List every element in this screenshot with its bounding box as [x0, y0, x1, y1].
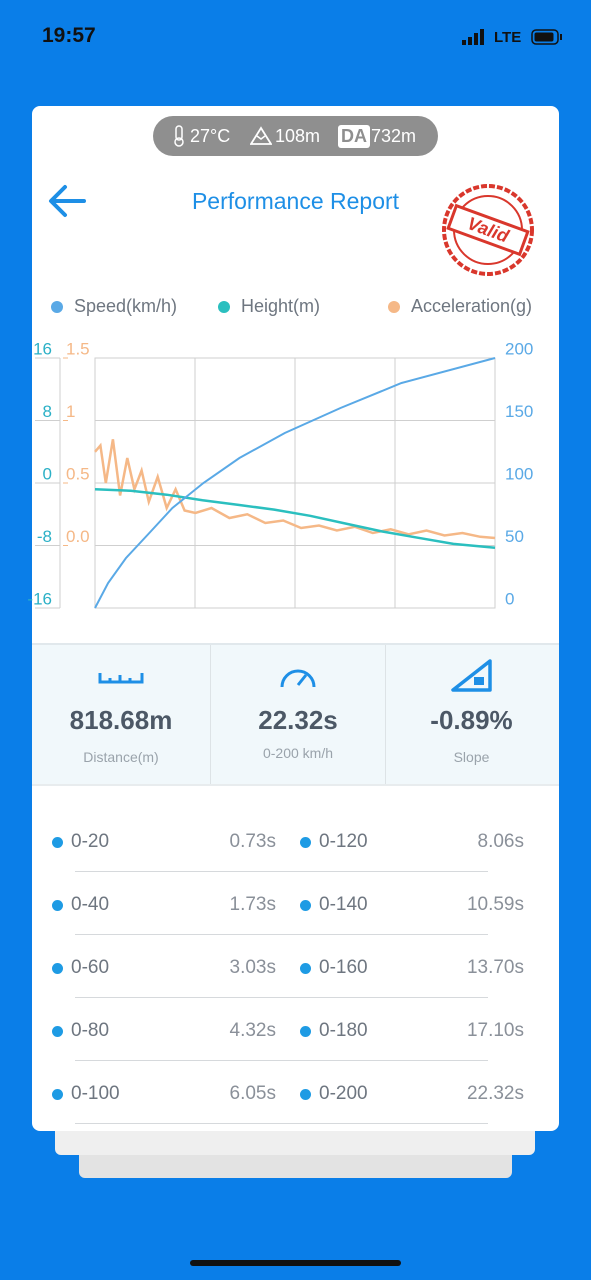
legend-label: Acceleration(g) — [411, 296, 532, 316]
y3-tick-label: 0.0 — [66, 527, 90, 546]
split-row: 0-100 6.05s 0-200 22.32s — [32, 1063, 559, 1126]
stats-panel: 818.68m Distance(m) 22.32s 0-200 km/h -0.8… — [32, 643, 559, 786]
card: 27°C 108m DA 732m Performance Report Val… — [32, 106, 559, 1131]
series-line — [94, 488, 496, 550]
split-time: 4.32s — [229, 1020, 276, 1041]
y3-tick-label: 1.5 — [66, 339, 90, 358]
page-title: Performance Report — [191, 188, 400, 214]
split-dot — [300, 1089, 311, 1100]
split-time: 17.10s — [466, 1020, 524, 1041]
split-time: 1.73s — [229, 894, 276, 915]
split-dot — [300, 963, 311, 974]
split-dot — [300, 1026, 311, 1037]
thermometer-icon — [174, 125, 184, 147]
split-dot — [52, 1026, 63, 1037]
split-time: 0.73s — [229, 831, 276, 852]
y2-tick-label: 16 — [33, 339, 52, 358]
legend-label: Speed(km/h) — [74, 296, 177, 316]
y2-tick-label: -8 — [37, 527, 52, 546]
stat-value: 818.68m — [69, 705, 173, 735]
temperature: 27°C — [190, 126, 231, 146]
legend-label: Height(m) — [241, 296, 320, 316]
gauge-icon — [280, 669, 316, 688]
y-tick-label: 50 — [505, 527, 524, 546]
ruler-icon — [98, 673, 144, 684]
split-range: 0-160 — [319, 957, 368, 978]
split-row: 0-20 0.73s 0-120 8.06s — [32, 811, 559, 874]
y2-tick-label: 8 — [43, 402, 52, 421]
series-line — [94, 439, 496, 540]
split-range: 0-60 — [71, 957, 110, 978]
chart: Speed(km/h) Height(m) Acceleration(g)05010… — [27, 296, 533, 609]
split-dot — [300, 900, 311, 911]
y-tick-label: 200 — [505, 339, 533, 358]
density-altitude: 732m — [371, 126, 417, 146]
stat-slope: -0.89% Slope — [384, 645, 559, 784]
stat-value: 22.32s — [258, 705, 338, 735]
splits-table: 0-20 0.73s 0-120 8.06s 0-40 1.73s 0-140 10.59s 0… — [32, 811, 559, 1131]
legend-dot — [218, 301, 230, 313]
series-line — [94, 357, 496, 609]
split-range: 0-80 — [71, 1020, 110, 1041]
separator — [32, 784, 559, 786]
split-time: 10.59s — [466, 894, 524, 915]
y2-tick-label: -16 — [27, 589, 52, 608]
conditions-pill: 27°C 108m DA 732m — [153, 116, 438, 156]
y-tick-label: 150 — [505, 402, 533, 421]
split-dot — [52, 963, 63, 974]
split-dot — [52, 1089, 63, 1100]
da-badge: DA — [338, 125, 370, 148]
home-indicator — [190, 1260, 401, 1266]
y-tick-label: 100 — [505, 464, 533, 483]
split-time: 22.32s — [466, 1083, 524, 1104]
split-divider — [75, 871, 488, 872]
split-divider — [75, 1060, 488, 1061]
split-range: 0-100 — [71, 1083, 120, 1104]
split-range: 0-140 — [319, 894, 368, 915]
split-range: 0-120 — [319, 831, 368, 852]
stat-label: Slope — [453, 749, 490, 765]
slope-icon — [451, 659, 492, 692]
split-dot — [52, 837, 63, 848]
split-row: 0-60 3.03s 0-160 13.70s — [32, 937, 559, 1000]
stat-label: 0-200 km/h — [262, 745, 334, 761]
mountain-icon — [250, 126, 272, 145]
altitude: 108m — [275, 126, 321, 146]
y3-tick-label: 1 — [66, 402, 75, 421]
split-dot — [52, 900, 63, 911]
split-range: 0-40 — [71, 894, 110, 915]
y3-tick-label: 0.5 — [66, 464, 90, 483]
split-row: 0-40 1.73s 0-140 10.59s — [32, 874, 559, 937]
legend-dot — [388, 301, 400, 313]
back-button[interactable] — [48, 184, 88, 218]
split-time: 6.05s — [229, 1083, 276, 1104]
split-range: 0-180 — [319, 1020, 368, 1041]
legend-dot — [51, 301, 63, 313]
valid-stamp: Valid — [442, 184, 534, 276]
split-time: 8.06s — [477, 831, 524, 852]
network: LTE — [494, 29, 521, 46]
split-range: 0-20 — [71, 831, 110, 852]
status-icons: LTE — [462, 29, 562, 46]
y-tick-label: 0 — [505, 589, 514, 608]
split-divider — [75, 934, 488, 935]
stat-value: -0.89% — [430, 705, 513, 735]
split-divider — [75, 1123, 488, 1124]
split-row: 0-80 4.32s 0-180 17.10s — [32, 1000, 559, 1063]
stat-label: Distance(m) — [83, 749, 159, 765]
split-time: 13.70s — [466, 957, 524, 978]
split-time: 3.03s — [229, 957, 276, 978]
y2-tick-label: 0 — [43, 464, 52, 483]
stat-time: 22.32s 0-200 km/h — [210, 645, 386, 784]
stat-distance: 818.68m Distance(m) — [32, 645, 210, 784]
split-range: 0-200 — [319, 1083, 368, 1104]
split-divider — [75, 997, 488, 998]
split-dot — [300, 837, 311, 848]
clock: 19:57 — [42, 24, 96, 47]
